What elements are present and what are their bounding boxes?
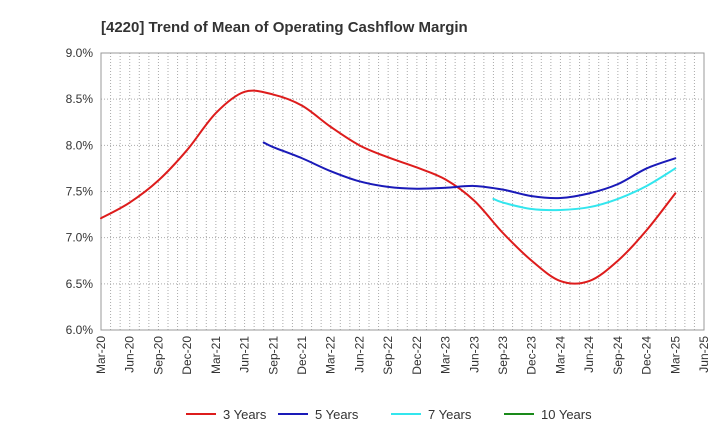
x-tick-label: Mar-21 [209,336,223,374]
x-tick-label: Mar-22 [324,336,338,374]
legend-label-10-years: 10 Years [541,407,592,422]
x-tick-label: Jun-24 [582,336,596,373]
x-tick-label: Jun-22 [352,336,366,373]
series-line-3-years [100,89,677,285]
x-tick-label: Jun-20 [123,336,137,373]
x-tick-label: Dec-22 [410,336,424,375]
plot-frame [100,52,705,331]
x-tick-label: Mar-24 [553,336,567,374]
x-tick-label: Jun-23 [467,336,481,373]
x-tick-label: Sep-22 [381,336,395,375]
x-tick-label: Sep-23 [496,336,510,375]
grid [101,53,704,330]
x-tick-label: Dec-24 [640,336,654,375]
x-tick-label: Dec-20 [180,336,194,375]
x-tick-label: Mar-25 [668,336,682,374]
y-axis: 6.0% 6.5% 7.0% 7.5% 8.0% 8.5% 9.0% [66,46,94,337]
y-tick-label: 6.5% [66,277,94,291]
x-tick-label: Dec-21 [295,336,309,375]
legend: 3 Years 5 Years 7 Years 10 Years [186,407,592,422]
x-axis: Mar-20 Jun-20 Sep-20 Dec-20 Mar-21 Jun-21 Sep-… [94,336,711,375]
y-tick-label: 7.5% [66,185,94,199]
chart-title: [4220] Trend of Mean of Operating Cashfl… [101,19,468,36]
y-tick-label: 8.0% [66,138,94,152]
x-tick-label: Sep-20 [151,336,165,375]
y-tick-label: 7.0% [66,231,94,245]
x-tick-label: Sep-24 [611,336,625,375]
y-tick-label: 8.5% [66,92,94,106]
x-tick-label: Jun-25 [697,336,711,373]
series-layer [100,89,677,285]
x-tick-label: Dec-23 [525,336,539,375]
x-tick-label: Sep-21 [266,336,280,375]
series-line-7-years [492,167,677,212]
legend-label-7-years: 7 Years [428,407,472,422]
y-tick-label: 6.0% [66,323,94,337]
x-tick-label: Mar-20 [94,336,108,374]
legend-label-5-years: 5 Years [315,407,359,422]
series-line-5-years [262,141,677,200]
y-tick-label: 9.0% [66,46,94,60]
x-tick-label: Jun-21 [238,336,252,373]
x-tick-label: Mar-23 [439,336,453,374]
legend-label-3-years: 3 Years [223,407,267,422]
